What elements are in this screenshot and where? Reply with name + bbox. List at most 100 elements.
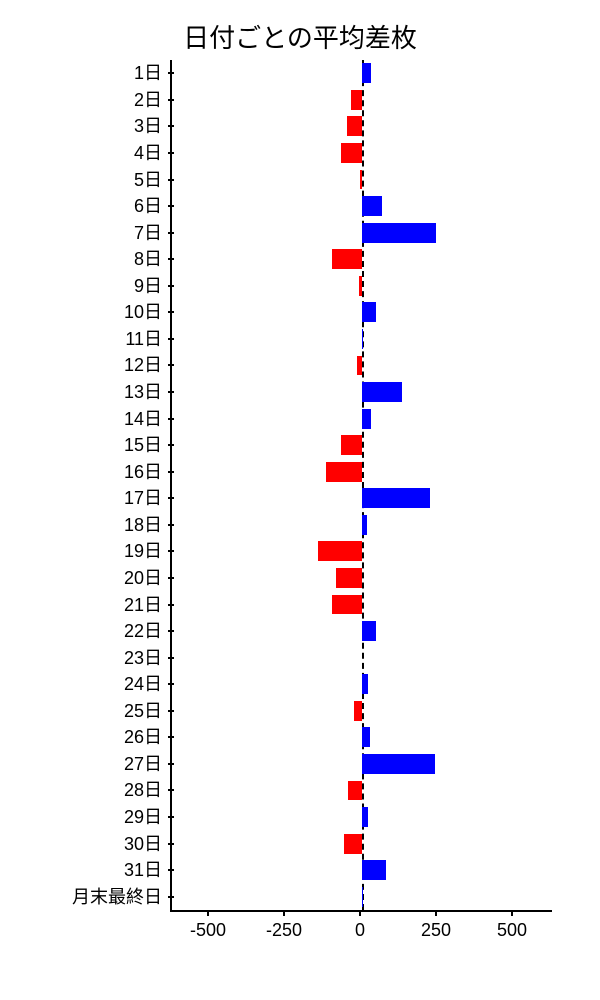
bar (344, 834, 362, 854)
y-tick (168, 99, 174, 101)
x-tick (435, 910, 437, 916)
y-tick (168, 550, 174, 552)
bar (362, 302, 376, 322)
bar (336, 568, 362, 588)
y-tick (168, 604, 174, 606)
plot-area (170, 60, 552, 912)
x-tick (283, 910, 285, 916)
bar (360, 170, 362, 190)
y-tick (168, 710, 174, 712)
bar (362, 674, 368, 694)
y-axis-label: 6日 (134, 197, 162, 215)
y-axis-label: 8日 (134, 250, 162, 268)
bar (341, 143, 362, 163)
chart-container: 日付ごとの平均差枚 1日2日3日4日5日6日7日8日9日10日11日12日13日… (0, 0, 600, 1000)
y-tick (168, 497, 174, 499)
y-tick (168, 471, 174, 473)
y-axis-label: 7日 (134, 224, 162, 242)
y-axis-label: 21日 (124, 596, 162, 614)
y-axis-label: 4日 (134, 144, 162, 162)
y-axis-label: 13日 (124, 383, 162, 401)
y-tick (168, 72, 174, 74)
bar (362, 409, 371, 429)
y-axis-label: 5日 (134, 171, 162, 189)
x-tick (207, 910, 209, 916)
bar (348, 781, 362, 801)
bar (332, 249, 362, 269)
y-axis-label: 10日 (124, 303, 162, 321)
bar (362, 807, 368, 827)
y-axis-label: 11日 (125, 330, 162, 348)
x-tick (359, 910, 361, 916)
y-tick (168, 232, 174, 234)
y-axis-label: 30日 (124, 835, 162, 853)
bar (362, 223, 436, 243)
y-axis-label: 19日 (124, 542, 162, 560)
y-axis-label: 25日 (124, 702, 162, 720)
y-axis-label: 9日 (134, 277, 162, 295)
y-axis-label: 14日 (124, 410, 162, 428)
bar (347, 116, 362, 136)
y-axis-label: 26日 (124, 728, 162, 746)
y-tick (168, 285, 174, 287)
x-axis-label: -500 (190, 920, 226, 941)
bar (362, 621, 376, 641)
y-axis-label: 31日 (124, 861, 162, 879)
y-axis-label: 20日 (124, 569, 162, 587)
y-axis-label: 3日 (134, 117, 162, 135)
bar (362, 887, 363, 907)
y-tick (168, 816, 174, 818)
y-axis-label: 1日 (134, 64, 162, 82)
y-tick (168, 418, 174, 420)
y-tick (168, 524, 174, 526)
x-tick (511, 910, 513, 916)
bar (362, 488, 430, 508)
y-tick (168, 789, 174, 791)
y-tick (168, 577, 174, 579)
bar (326, 462, 362, 482)
y-tick (168, 630, 174, 632)
y-tick (168, 338, 174, 340)
y-tick (168, 364, 174, 366)
y-axis-label: 22日 (124, 622, 162, 640)
bar (362, 515, 367, 535)
y-axis-label: 2日 (134, 91, 162, 109)
y-tick (168, 657, 174, 659)
bar (354, 701, 362, 721)
y-tick (168, 391, 174, 393)
y-axis-label: 23日 (124, 649, 162, 667)
y-tick (168, 896, 174, 898)
y-axis-label: 24日 (124, 675, 162, 693)
bar (362, 860, 386, 880)
y-tick (168, 258, 174, 260)
bar (357, 356, 362, 376)
bar (332, 595, 362, 615)
y-tick (168, 843, 174, 845)
y-axis-label: 17日 (124, 489, 162, 507)
chart-title: 日付ごとの平均差枚 (0, 18, 600, 55)
bar (362, 727, 370, 747)
bar (341, 435, 362, 455)
y-axis-label: 月末最終日 (72, 888, 162, 906)
x-axis-label: 500 (497, 920, 527, 941)
bar (362, 63, 371, 83)
y-tick (168, 205, 174, 207)
x-axis-label: 250 (421, 920, 451, 941)
bar (362, 329, 363, 349)
y-tick (168, 683, 174, 685)
x-axis-label: 0 (355, 920, 365, 941)
zero-line (362, 60, 364, 910)
y-axis-label: 15日 (124, 436, 162, 454)
bar (362, 382, 402, 402)
y-axis-label: 29日 (124, 808, 162, 826)
y-tick (168, 736, 174, 738)
y-tick (168, 763, 174, 765)
bar (318, 541, 362, 561)
y-tick (168, 311, 174, 313)
bar (362, 196, 382, 216)
y-tick (168, 444, 174, 446)
y-tick (168, 869, 174, 871)
bar (351, 90, 362, 110)
bar (362, 754, 435, 774)
y-axis-label: 28日 (124, 781, 162, 799)
